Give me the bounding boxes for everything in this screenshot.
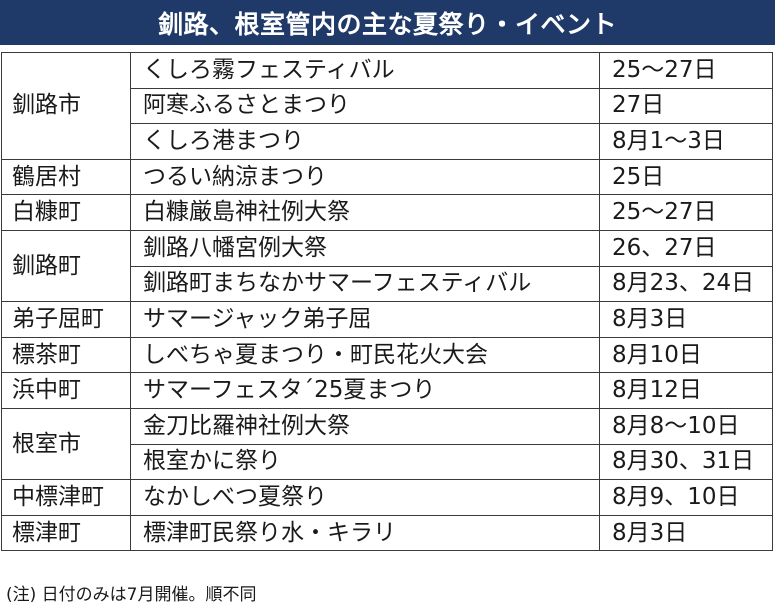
event-date-cell: 25〜27日 <box>599 52 773 89</box>
event-date-cell: 27日 <box>599 87 773 125</box>
municipality-cell: 弟子屈町 <box>1 301 131 338</box>
event-name-cell: サマージャック弟子屈 <box>130 301 600 338</box>
table-row: 標茶町 しべちゃ夏まつり・町民花火大会 8月10日 <box>1 336 773 374</box>
event-name-cell: 金刀比羅神社例大祭 <box>130 407 600 445</box>
events-table-body: 釧路市 くしろ霧フェスティバル 25〜27日 阿寒ふるさとまつり 27日 くしろ… <box>1 52 773 552</box>
table-row: 鶴居村 つるい納涼まつり 25日 <box>1 158 773 196</box>
event-date-cell: 8月8〜10日 <box>599 407 773 445</box>
event-date-cell: 8月30、31日 <box>599 443 773 481</box>
event-date-cell: 8月12日 <box>599 372 773 409</box>
event-date-cell: 25〜27日 <box>599 194 773 231</box>
municipality-cell: 標津町 <box>1 514 131 552</box>
event-date-cell: 26、27日 <box>599 229 773 267</box>
event-date-cell: 8月3日 <box>599 301 773 338</box>
event-name-cell: 根室かに祭り <box>130 443 600 481</box>
table-row: 弟子屈町 サマージャック弟子屈 8月3日 <box>1 301 773 338</box>
table-row: 中標津町 なかしべつ夏祭り 8月9、10日 <box>1 479 773 516</box>
table-row: 標津町 標津町民祭り水・キラリ 8月3日 <box>1 514 773 552</box>
municipality-cell: 中標津町 <box>1 479 131 516</box>
event-name-cell: 標津町民祭り水・キラリ <box>130 514 600 552</box>
event-date-cell: 8月10日 <box>599 336 773 374</box>
page-title: 釧路、根室管内の主な夏祭り・イベント <box>157 9 617 39</box>
table-row: 阿寒ふるさとまつり 27日 <box>2 87 773 125</box>
event-date-cell: 8月3日 <box>599 514 773 552</box>
events-table: 釧路市 くしろ霧フェスティバル 25〜27日 阿寒ふるさとまつり 27日 くしろ… <box>1 52 773 552</box>
event-name-cell: 阿寒ふるさとまつり <box>130 87 600 125</box>
table-row: 釧路町まちなかサマーフェスティバル 8月23、24日 <box>2 265 773 303</box>
municipality-cell: 白糠町 <box>1 194 131 231</box>
municipality-cell: 標茶町 <box>1 336 131 374</box>
event-name-cell: なかしべつ夏祭り <box>130 479 600 516</box>
municipality-cell: 浜中町 <box>1 372 131 409</box>
event-name-cell: くしろ霧フェスティバル <box>130 52 600 89</box>
event-name-cell: 釧路八幡宮例大祭 <box>130 229 600 267</box>
event-name-cell: 白糠厳島神社例大祭 <box>130 194 600 231</box>
table-row: 釧路町 釧路八幡宮例大祭 26、27日 <box>1 229 773 303</box>
event-date-cell: 8月1〜3日 <box>599 123 773 160</box>
event-date-cell: 8月9、10日 <box>599 479 773 516</box>
footnote: (注) 日付のみは7月開催。順不同 <box>6 585 257 605</box>
table-row: くしろ港まつり 8月1〜3日 <box>2 123 773 160</box>
event-name-cell: くしろ港まつり <box>130 123 600 160</box>
municipality-cell: 鶴居村 <box>1 158 131 196</box>
municipality-cell: 根室市 <box>1 407 131 481</box>
table-row: 釧路市 くしろ霧フェスティバル 25〜27日 <box>1 52 773 160</box>
table-row: 根室かに祭り 8月30、31日 <box>2 443 773 481</box>
municipality-cell: 釧路町 <box>1 229 131 303</box>
event-name-cell: サマーフェスタ´25夏まつり <box>130 372 600 409</box>
event-name-cell: しべちゃ夏まつり・町民花火大会 <box>130 336 600 374</box>
municipality-cell: 釧路市 <box>1 52 131 160</box>
table-row: 白糠町 白糠厳島神社例大祭 25〜27日 <box>1 194 773 231</box>
table-row: 浜中町 サマーフェスタ´25夏まつり 8月12日 <box>1 372 773 409</box>
event-date-cell: 8月23、24日 <box>599 265 773 303</box>
event-name-cell: 釧路町まちなかサマーフェスティバル <box>130 265 600 303</box>
table-row: 根室市 金刀比羅神社例大祭 8月8〜10日 <box>1 407 773 481</box>
event-name-cell: つるい納涼まつり <box>130 158 600 196</box>
event-date-cell: 25日 <box>599 158 773 196</box>
title-bar: 釧路、根室管内の主な夏祭り・イベント <box>0 0 775 45</box>
